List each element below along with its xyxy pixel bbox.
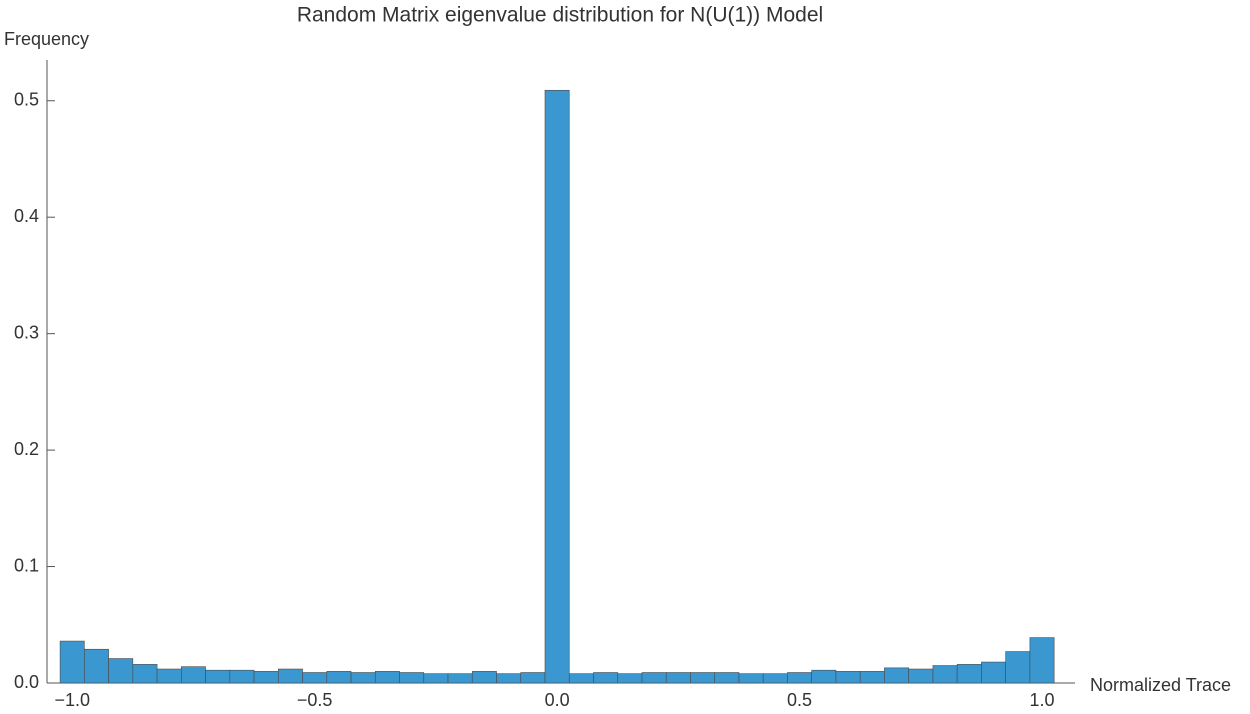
bar (229, 669, 255, 684)
bar (811, 669, 837, 684)
bar (690, 672, 716, 684)
bar (350, 672, 376, 684)
bar (156, 668, 182, 684)
bar (932, 665, 958, 684)
bar (568, 673, 594, 684)
bar (1005, 651, 1031, 684)
y-tick-label: 0.3 (14, 322, 39, 342)
x-tick-label: −0.5 (297, 690, 333, 710)
y-tick-label: 0.5 (14, 90, 39, 110)
bar (981, 661, 1006, 684)
y-axis-label: Frequency (4, 29, 89, 49)
bar (956, 664, 982, 684)
bar (205, 669, 231, 684)
bar (423, 673, 449, 684)
bar (762, 673, 788, 684)
x-tick-label: 0.5 (787, 690, 812, 710)
x-tick-label: −1.0 (54, 690, 90, 710)
y-tick-label: 0.4 (14, 206, 39, 226)
bar (859, 671, 885, 684)
bar (544, 89, 570, 684)
bar (496, 673, 522, 684)
bar (399, 672, 425, 684)
bar (908, 668, 934, 684)
y-tick-label: 0.1 (14, 555, 39, 575)
bar (617, 673, 643, 684)
y-tick-label: 0.2 (14, 439, 39, 459)
bar (1029, 637, 1055, 684)
bar (302, 672, 328, 684)
bar (738, 673, 764, 684)
bar (593, 672, 619, 684)
bar (253, 671, 279, 684)
bar (108, 658, 134, 684)
y-tick-label: 0.0 (14, 672, 39, 692)
bar (132, 664, 158, 684)
bar (181, 666, 206, 684)
bar (471, 671, 497, 684)
bar (520, 672, 546, 684)
bar (59, 640, 85, 684)
x-tick-label: 1.0 (1030, 690, 1055, 710)
bar (835, 671, 861, 684)
x-tick-label: 0.0 (545, 690, 570, 710)
bar (665, 672, 691, 684)
bar (787, 672, 812, 684)
bar (884, 667, 909, 684)
x-axis-label: Normalized Trace (1090, 675, 1231, 695)
bar (714, 672, 740, 684)
bar (326, 671, 352, 684)
bar (277, 668, 303, 684)
bar (447, 673, 473, 684)
chart-title: Random Matrix eigenvalue distribution fo… (297, 4, 823, 27)
bar (641, 672, 667, 684)
bar (374, 671, 400, 684)
bar (84, 648, 109, 684)
